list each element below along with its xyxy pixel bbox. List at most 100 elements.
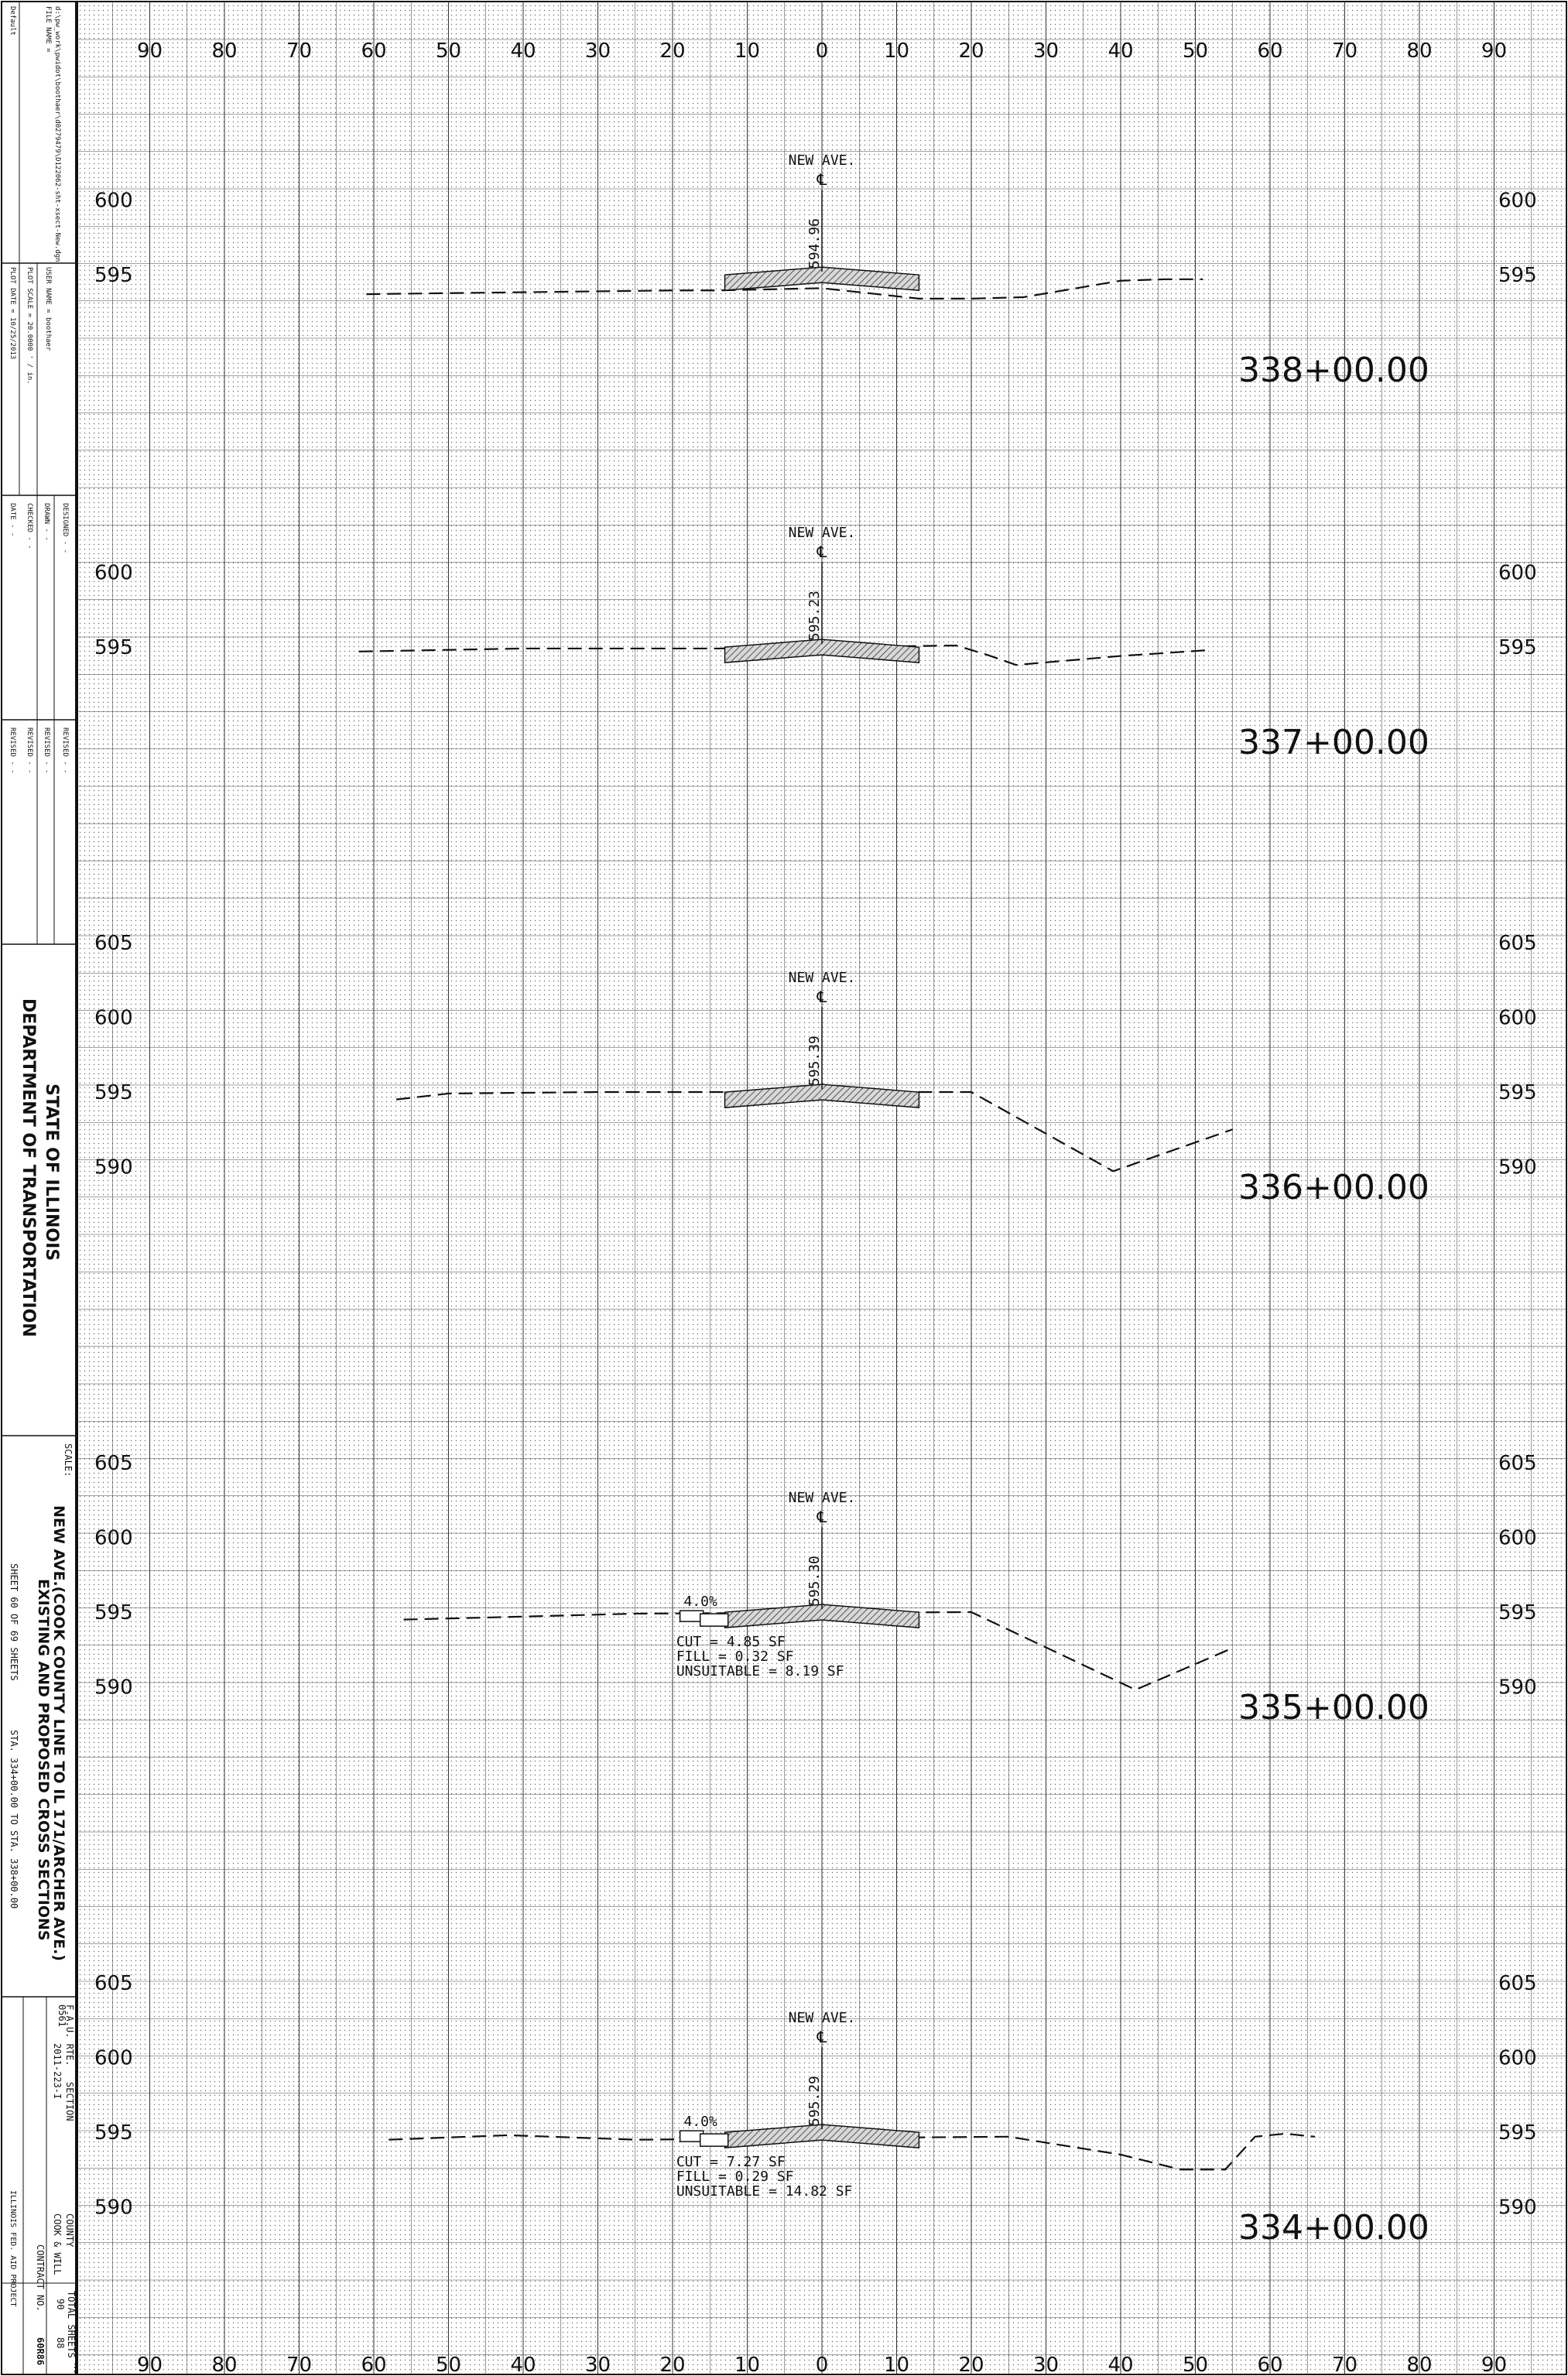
fau-value: 0561 — [56, 2005, 67, 2027]
x-tick-bottom: 60 — [1257, 2354, 1282, 2376]
sheet-title-line-2: EXISTING AND PROPOSED CROSS SECTIONS — [35, 1579, 52, 1941]
road-label: NEW AVE. — [789, 970, 856, 986]
sheet-info: SHEET 60 OF 69 SHEETS — [9, 1563, 19, 1681]
elevation-label-left: 590 — [94, 1676, 133, 1700]
tb-plot-date: PLOT DATE = 10/25/2013 — [9, 267, 16, 359]
cross-section-337+00.00: 600 600 595 595 NEW AVE. ℄ 595.23 337+00.00 — [94, 525, 1537, 762]
fed-aid: ILLINOIS FED. AID PROJECT — [9, 2190, 17, 2307]
tb-revised-4: REVISED - - — [61, 728, 69, 774]
centerline-symbol: ℄ — [817, 2028, 827, 2046]
elevation-label-right: 595 — [1498, 1601, 1537, 1625]
county-label: COUNTY — [64, 2213, 75, 2248]
x-tick-top: 70 — [1332, 39, 1357, 63]
elevation-label-left: 605 — [94, 932, 133, 955]
elevation-label-left: 600 — [94, 2047, 133, 2070]
station-label: 337+00.00 — [1238, 723, 1429, 762]
x-tick-top: 40 — [1108, 39, 1133, 63]
x-tick-top: 90 — [1481, 39, 1507, 63]
x-tick-top: 80 — [211, 39, 237, 63]
shoulder-left — [699, 1613, 729, 1627]
station-label: 335+00.00 — [1238, 1688, 1429, 1727]
x-tick-bottom: 40 — [1108, 2354, 1133, 2376]
agency-line-2: DEPARTMENT OF TRANSPORTATION — [19, 998, 38, 1337]
contract-label: CONTRACT NO. — [35, 2244, 46, 2312]
tb-revised-1: REVISED - - — [9, 728, 16, 774]
elevation-label-right: 600 — [1498, 1527, 1537, 1550]
x-tick-bottom: 60 — [361, 2354, 386, 2376]
cross-section-336+00.00: 605 605 600 600 595 595 590 590 NEW AVE. ℄ 595.39 3… — [94, 932, 1537, 1207]
x-tick-bottom: 80 — [1406, 2354, 1432, 2376]
x-tick-bottom: 10 — [884, 2354, 909, 2376]
tb-file-value: d:\pw_work\pwidot\boothaer\d0279479\D122… — [53, 6, 61, 262]
x-tick-bottom: 40 — [510, 2354, 536, 2376]
tb-designed: DESIGNED - - — [61, 503, 69, 553]
scale-label: SCALE: — [63, 1443, 74, 1477]
plot-area: 90 80 70 60 50 40 30 20 10 0 10 20 30 40 50 60 70 80 90 90… — [77, 1, 1567, 2376]
axis-bottom: 90 80 70 60 50 40 30 20 10 0 10 20 30 40 50 60 70 80 90 — [137, 2354, 1507, 2376]
total-sheets-value: 90 — [55, 2299, 66, 2309]
x-tick-top: 70 — [286, 39, 312, 63]
fill-area-label: FILL = 0.29 SF — [676, 2169, 794, 2185]
elevation-label-right: 600 — [1498, 1007, 1537, 1030]
x-tick-top: 60 — [1257, 39, 1282, 63]
x-tick-bottom: 30 — [1033, 2354, 1059, 2376]
centerline-elevation: 594.96 — [806, 218, 823, 269]
x-tick-bottom: 20 — [958, 2354, 984, 2376]
unsuitable-area-label: UNSUITABLE = 14.82 SF — [676, 2183, 853, 2200]
elevation-label-left: 605 — [94, 1452, 133, 1475]
contract-value: 60R86 — [35, 2337, 46, 2365]
existing-ground-line — [358, 644, 1210, 666]
elevation-label-right: 600 — [1498, 2047, 1537, 2070]
elevation-label-left: 595 — [94, 636, 133, 659]
fill-area-label: FILL = 0.32 SF — [676, 1648, 794, 1665]
tb-date: DATE - - — [9, 503, 16, 536]
centerline-symbol: ℄ — [817, 170, 827, 189]
elevation-label-right: 605 — [1498, 1972, 1537, 1995]
elevation-label-right: 590 — [1498, 1156, 1537, 1179]
elevation-label-left: 590 — [94, 1156, 133, 1179]
x-tick-top: 90 — [137, 39, 163, 63]
x-tick-bottom: 30 — [585, 2354, 611, 2376]
elevation-label-left: 595 — [94, 2121, 133, 2145]
x-tick-bottom: 90 — [1481, 2354, 1507, 2376]
station-label: 336+00.00 — [1238, 1168, 1429, 1207]
sheet-title-line-1: NEW AVE.(COOK COUNTY LINE TO IL 171/ARCH… — [50, 1505, 67, 1961]
tb-user: USER NAME = boothaer — [44, 267, 52, 351]
x-tick-top: 20 — [958, 39, 984, 63]
x-tick-bottom: 0 — [816, 2354, 829, 2376]
section-label: SECTION — [64, 2082, 75, 2121]
x-tick-top: 0 — [816, 39, 829, 63]
x-tick-top: 50 — [436, 39, 461, 63]
elevation-label-right: 595 — [1498, 2121, 1537, 2145]
road-label: NEW AVE. — [789, 1490, 856, 1506]
elevation-label-left: 595 — [94, 1081, 133, 1104]
x-tick-top: 30 — [1033, 39, 1059, 63]
total-sheets-label: TOTAL SHEETS — [66, 2291, 77, 2358]
section-value: 2011-223-I — [52, 2043, 63, 2099]
centerline-elevation: 595.23 — [806, 591, 823, 641]
county-value: COOK & WILL — [52, 2213, 63, 2275]
x-tick-bottom: 70 — [1332, 2354, 1357, 2376]
elevation-label-left: 600 — [94, 190, 133, 213]
shoulder-left — [699, 2133, 729, 2147]
elevation-label-left: 600 — [94, 1527, 133, 1550]
tb-revised-3: REVISED - - — [43, 728, 50, 774]
tb-checked: CHECKED - - — [26, 503, 33, 549]
x-tick-top: 20 — [659, 39, 685, 63]
x-tick-top: 10 — [734, 39, 760, 63]
fau-label: F.A.U. RTE. — [64, 2005, 75, 2066]
slope-label: 4.0% — [683, 1594, 717, 1610]
x-tick-top: 40 — [510, 39, 536, 63]
centerline-elevation: 595.39 — [806, 1036, 823, 1086]
elevation-label-left: 595 — [94, 264, 133, 287]
tb-file-label: FILE NAME = — [44, 6, 52, 53]
station-label: 334+00.00 — [1238, 2208, 1429, 2248]
unsuitable-area-label: UNSUITABLE = 8.19 SF — [676, 1663, 844, 1679]
elevation-label-right: 605 — [1498, 932, 1537, 955]
tb-drawn: DRAWN - - — [43, 503, 50, 541]
x-tick-bottom: 80 — [211, 2354, 237, 2376]
elevation-label-right: 600 — [1498, 190, 1537, 213]
elevation-label-right: 595 — [1498, 1081, 1537, 1104]
x-tick-top: 50 — [1183, 39, 1208, 63]
cut-area-label: CUT = 4.85 SF — [676, 1634, 786, 1650]
